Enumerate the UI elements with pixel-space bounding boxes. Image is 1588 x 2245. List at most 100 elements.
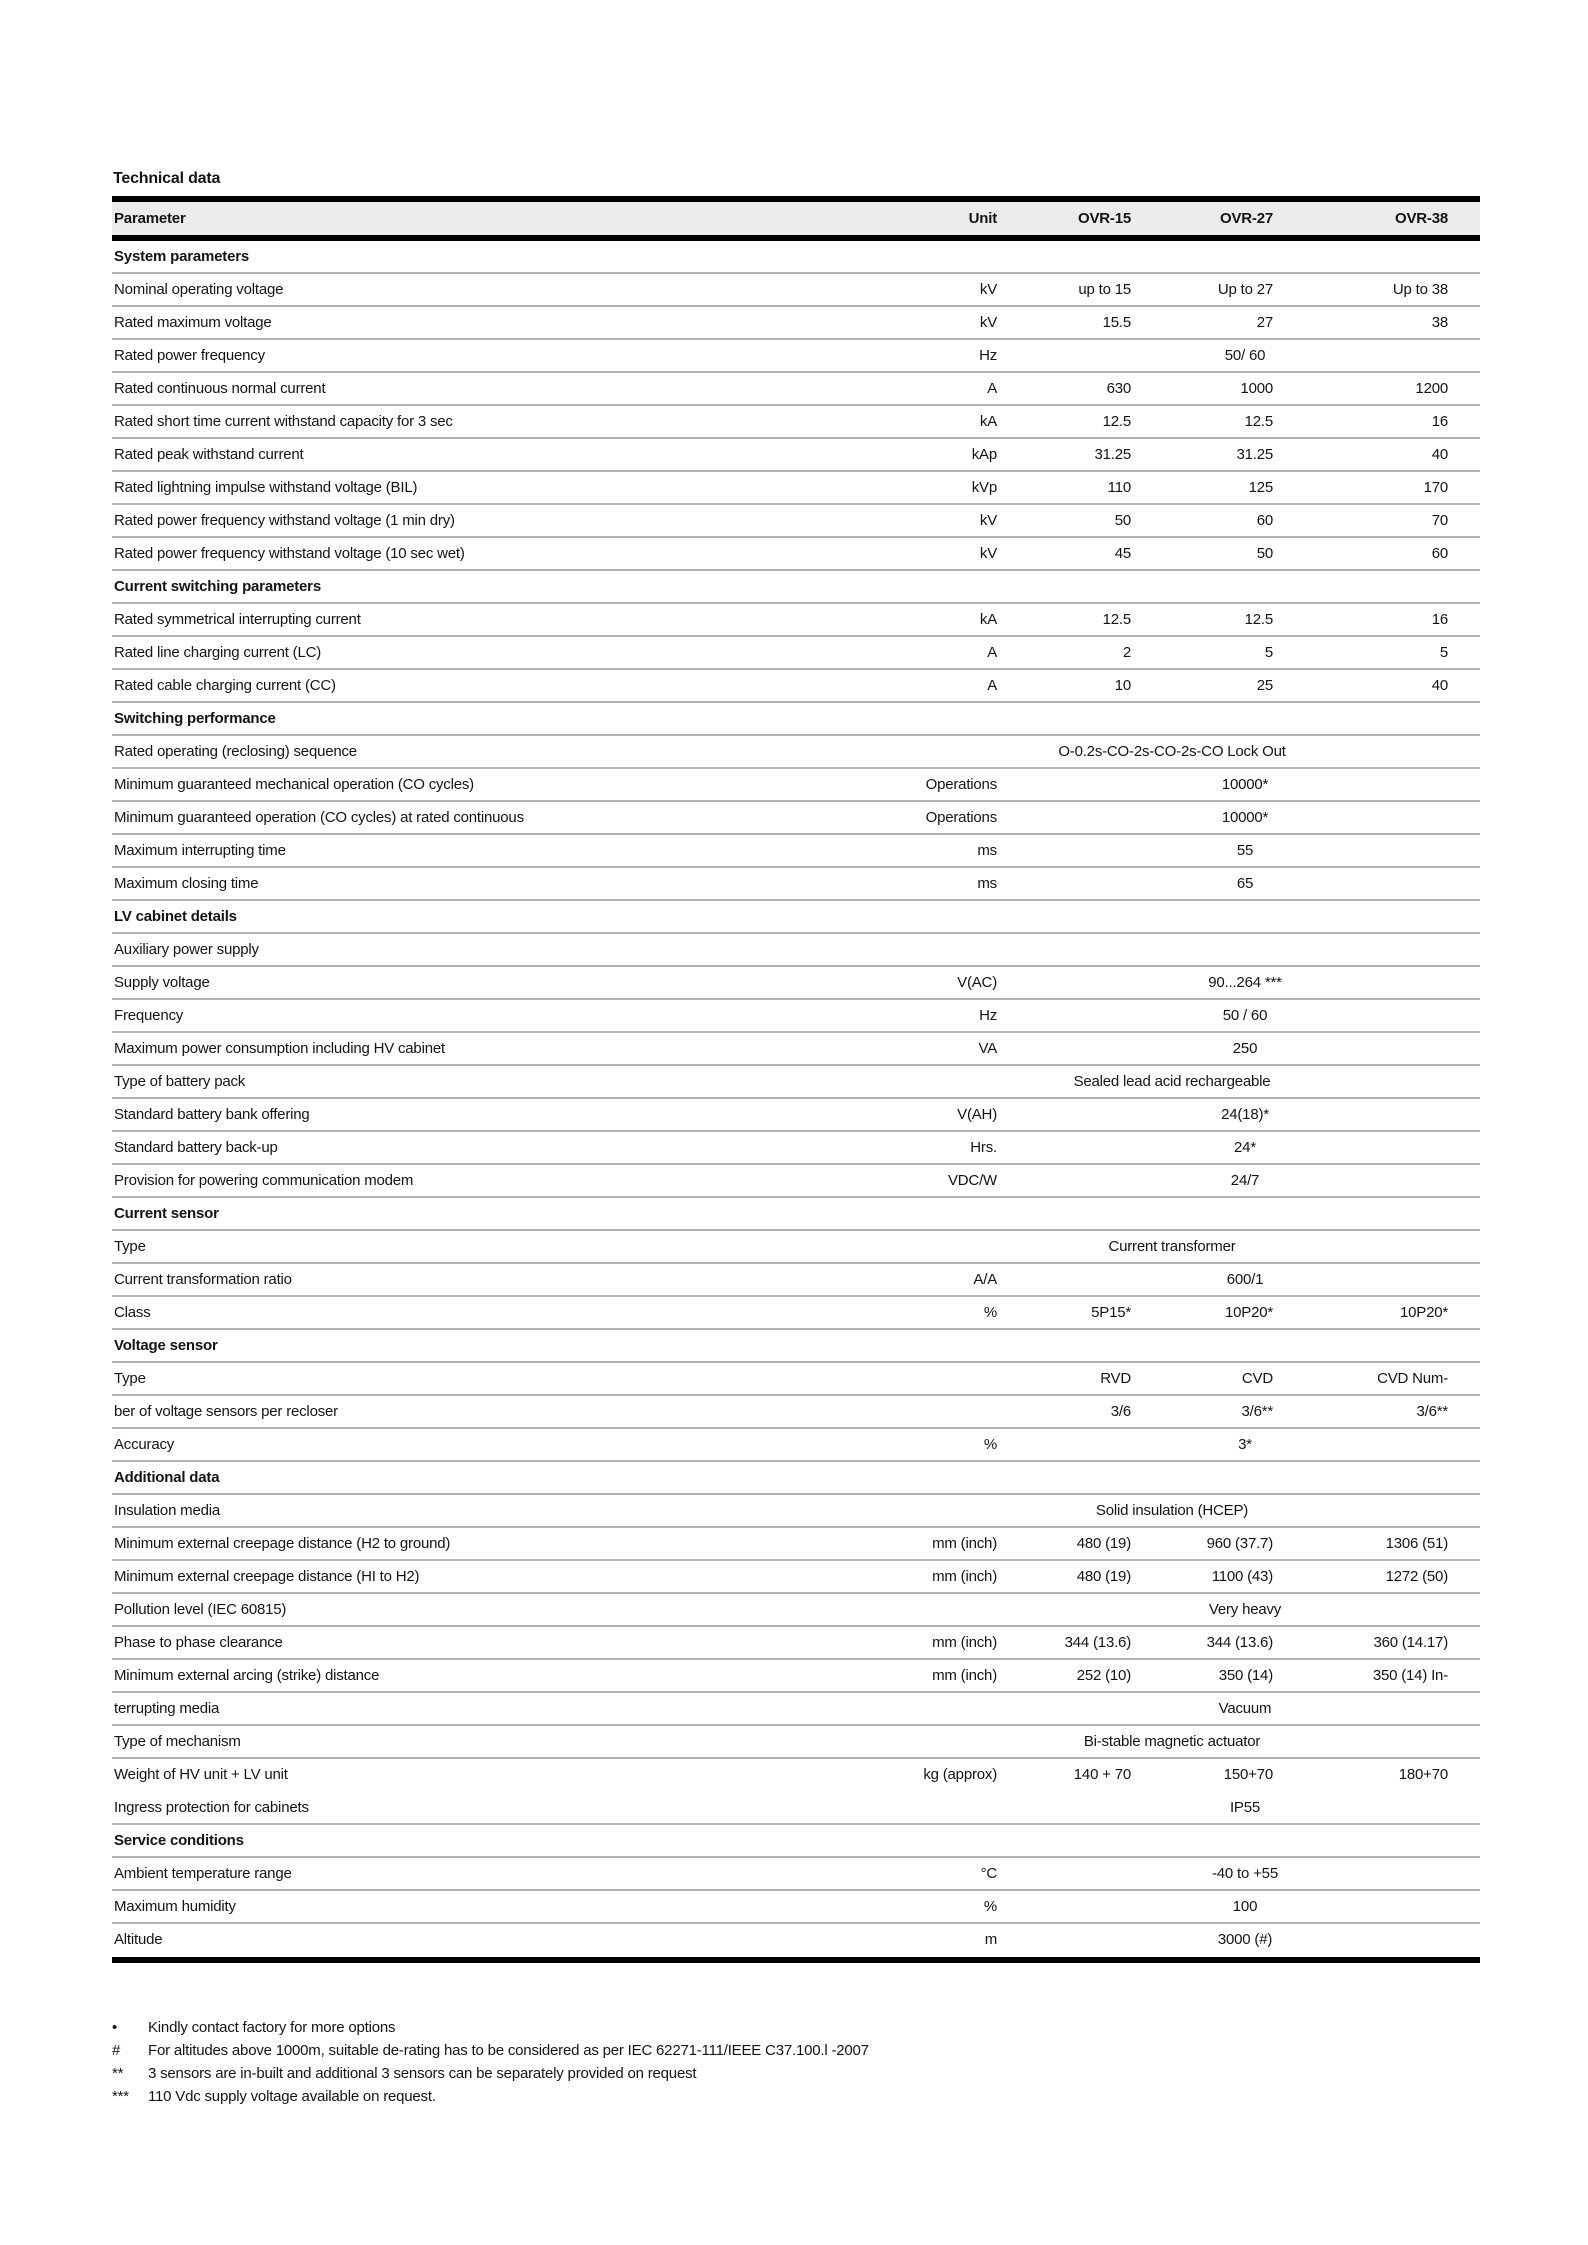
param-label: Rated symmetrical interrupting current	[114, 611, 361, 628]
footnote-text: For altitudes above 1000m, suitable de-r…	[148, 2042, 869, 2059]
table-row: Phase to phase clearance mm (inch) 344 (13…	[112, 1627, 1480, 1660]
footnote-text: Kindly contact factory for more options	[148, 2019, 396, 2036]
section-row: Switching performance	[112, 703, 1480, 736]
value-ovr15: 480 (19)	[1076, 1535, 1131, 1552]
table-row: Provision for powering communication mod…	[112, 1165, 1480, 1198]
merged-value: 90...264 ***	[1208, 974, 1282, 991]
unit-cell: mm (inch)	[932, 1535, 997, 1552]
value-ovr38: 60	[1431, 545, 1449, 562]
value-ovr27: 125	[1248, 479, 1274, 496]
value-ovr15: 140 + 70	[1073, 1766, 1131, 1783]
merged-value: Solid insulation (HCEP)	[1095, 1502, 1249, 1519]
merged-value: 65	[1236, 875, 1254, 892]
param-label: Rated line charging current (LC)	[114, 644, 322, 661]
section-label: Switching performance	[114, 710, 276, 727]
unit-cell: ms	[977, 842, 997, 859]
param-label: Type of mechanism	[114, 1733, 241, 1750]
table-row: Rated continuous normal current A 630 1000 1…	[112, 373, 1480, 406]
footnote-line: *** 110 Vdc supply voltage available on r…	[112, 2085, 869, 2108]
table-row: Supply voltage V(AC) 90...264 ***	[112, 967, 1480, 1000]
header-unit: Unit	[968, 210, 998, 227]
value-ovr27: 150+70	[1223, 1766, 1273, 1783]
param-label: Altitude	[114, 1931, 163, 1948]
param-label: Weight of HV unit + LV unit	[114, 1766, 288, 1783]
table-row: ber of voltage sensors per recloser 3/6 3/…	[112, 1396, 1480, 1429]
unit-cell: kV	[979, 512, 997, 529]
value-ovr15: 10	[1114, 677, 1132, 694]
param-label: Auxiliary power supply	[114, 941, 259, 958]
unit-cell: mm (inch)	[932, 1634, 997, 1651]
value-ovr15: 45	[1114, 545, 1132, 562]
table-row: Maximum humidity% 100	[112, 1891, 1480, 1924]
param-label: Accuracy	[114, 1436, 175, 1453]
param-label: Rated short time current withstand capac…	[114, 413, 453, 430]
footnote-text: 3 sensors are in-built and additional 3 …	[148, 2065, 697, 2082]
unit-cell: A/A	[973, 1271, 997, 1288]
value-ovr38: 70	[1431, 512, 1449, 529]
param-label: Insulation media	[114, 1502, 221, 1519]
merged-value: 24(18)*	[1221, 1106, 1269, 1123]
param-label: Minimum guaranteed operation (CO cycles)…	[114, 809, 524, 826]
section-row: System parameters	[112, 241, 1480, 274]
table-body: System parameters Nominal operating volta…	[112, 241, 1480, 1957]
table-row: Ingress protection for cabinets IP55	[112, 1792, 1480, 1825]
footnote-marker: •	[112, 2019, 118, 2036]
value-ovr27: 25	[1256, 677, 1274, 694]
footnote-line: # For altitudes above 1000m, suitable de-…	[112, 2039, 869, 2062]
table-row: Type RVD CVD CVD Num-	[112, 1363, 1480, 1396]
footnote-marker: **	[112, 2065, 124, 2082]
table-row: Weight of HV unit + LV unit kg (approx) 14…	[112, 1759, 1480, 1792]
table-row: Rated maximum voltage kV 15.5 27 38	[112, 307, 1480, 340]
merged-value: 55	[1236, 842, 1254, 859]
table-row: Rated operating (reclosing) sequence O-0.…	[112, 736, 1480, 769]
value-ovr27: 960 (37.7)	[1206, 1535, 1274, 1552]
value-ovr38: 16	[1431, 611, 1449, 628]
value-ovr27: 1000	[1240, 380, 1273, 397]
param-label: Minimum external creepage distance (HI t…	[114, 1568, 420, 1585]
value-ovr27: 12.5	[1244, 413, 1274, 430]
value-ovr15: 3/6	[1110, 1403, 1131, 1420]
unit-cell: Hrs.	[970, 1139, 997, 1156]
section-label: LV cabinet details	[114, 908, 237, 925]
unit-cell: Hz	[979, 1007, 997, 1024]
param-label: Rated peak withstand current	[114, 446, 304, 463]
table-row: Rated line charging current (LC) A 2 5 5	[112, 637, 1480, 670]
value-ovr38: 38	[1431, 314, 1449, 331]
table-row: Class% 5P15* 10P20* 10P20*	[112, 1297, 1480, 1330]
section-row: Additional data	[112, 1462, 1480, 1495]
merged-value: 600/1	[1226, 1271, 1264, 1288]
value-ovr27: Up to 27	[1217, 281, 1273, 298]
value-ovr15: 12.5	[1102, 413, 1132, 430]
param-label: Rated cable charging current (CC)	[114, 677, 336, 694]
unit-cell: %	[983, 1898, 997, 1915]
merged-value: Bi-stable magnetic actuator	[1083, 1733, 1261, 1750]
section-label: Voltage sensor	[114, 1337, 218, 1354]
unit-cell: A	[987, 644, 997, 661]
param-label: Frequency	[114, 1007, 184, 1024]
unit-cell: A	[987, 677, 997, 694]
param-label: Type	[114, 1238, 146, 1255]
param-label: Rated power frequency withstand voltage …	[114, 512, 455, 529]
table-header-row: Parameter Unit OVR-15 OVR-27 OVR-38	[112, 202, 1480, 235]
table-row: Minimum external creepage distance (HI t…	[112, 1561, 1480, 1594]
table-row: Maximum power consumption including HV c…	[112, 1033, 1480, 1066]
table-row: Rated power frequency Hz 50/ 60	[112, 340, 1480, 373]
param-label: Provision for powering communication mod…	[114, 1172, 414, 1189]
param-label: Standard battery bank offering	[114, 1106, 310, 1123]
table-row: Type of battery pack Sealed lead acid rec…	[112, 1066, 1480, 1099]
table-bottom-rule	[112, 1957, 1480, 1963]
table-row: Minimum external arcing (strike) distanc…	[112, 1660, 1480, 1693]
merged-value: O-0.2s-CO-2s-CO-2s-CO Lock Out	[1058, 743, 1286, 760]
header-ovr27: OVR-27	[1220, 210, 1273, 227]
param-label: Type of battery pack	[114, 1073, 246, 1090]
value-ovr27: 12.5	[1244, 611, 1274, 628]
unit-cell: °C	[980, 1865, 998, 1882]
value-ovr15: RVD	[1100, 1370, 1131, 1387]
merged-value: Very heavy	[1208, 1601, 1282, 1618]
merged-value: Vacuum	[1218, 1700, 1272, 1717]
unit-cell: m	[984, 1931, 998, 1948]
table-row: Rated lightning impulse withstand voltag…	[112, 472, 1480, 505]
value-ovr15: 110	[1107, 479, 1132, 496]
merged-value: 3000 (#)	[1217, 1931, 1273, 1948]
value-ovr27: 60	[1256, 512, 1274, 529]
